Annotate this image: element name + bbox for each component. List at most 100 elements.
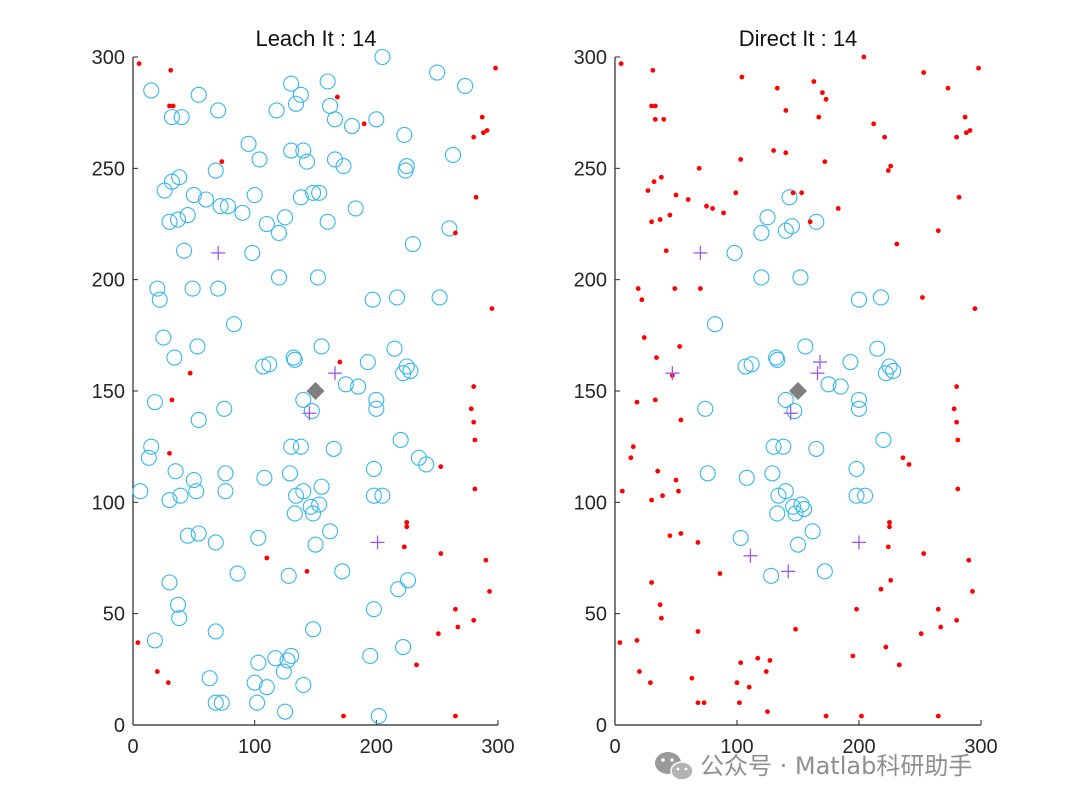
alive-node-point — [167, 463, 184, 480]
alive-node-point — [197, 191, 215, 208]
alive-node-point — [885, 362, 902, 380]
dead-node-point — [678, 531, 684, 536]
alive-node-point — [769, 351, 786, 368]
dead-node-point — [955, 486, 961, 492]
cluster-head-point — [693, 245, 708, 260]
alive-node-point — [303, 402, 320, 420]
alive-node-point — [287, 95, 305, 112]
alive-node-point — [359, 354, 376, 371]
dead-node-point — [945, 85, 951, 91]
dead-node-point — [634, 399, 640, 405]
alive-node-point — [753, 269, 770, 286]
alive-node-point — [737, 358, 754, 375]
dead-node-point — [667, 212, 673, 218]
y-tick-label: 250 — [574, 158, 607, 180]
dead-node-point — [954, 617, 959, 623]
alive-node-point — [785, 498, 802, 515]
alive-node-point — [171, 610, 188, 627]
alive-node-point — [185, 187, 202, 204]
alive-node-point — [404, 235, 421, 253]
alive-node-point — [201, 670, 218, 687]
alive-node-point — [171, 169, 188, 186]
plot-title: Leach It : 14 — [255, 26, 376, 51]
alive-node-point — [777, 483, 794, 500]
base-station-point — [306, 382, 325, 400]
alive-node-point — [173, 109, 190, 126]
cluster-head-point — [211, 245, 226, 260]
dead-node-point — [471, 384, 477, 389]
alive-node-point — [395, 639, 412, 656]
alive-node-point — [210, 102, 227, 119]
dead-node-point — [657, 217, 663, 222]
dead-node-point — [335, 94, 340, 100]
alive-node-point — [763, 567, 780, 584]
dead-node-point — [660, 493, 665, 499]
dead-node-point — [652, 116, 658, 122]
alive-node-point — [255, 358, 272, 375]
alive-node-point — [783, 218, 800, 235]
dead-node-point — [850, 653, 856, 659]
alive-node-point — [295, 391, 312, 408]
alive-node-point — [250, 529, 267, 547]
dead-node-point — [658, 174, 664, 180]
dead-node-point — [493, 65, 498, 71]
dead-node-point — [793, 626, 798, 632]
alive-node-point — [319, 213, 336, 230]
dead-node-point — [799, 190, 805, 196]
x-tick-label: 200 — [360, 736, 393, 758]
alive-node-point — [143, 82, 160, 99]
alive-node-point — [161, 574, 178, 591]
alive-node-point — [850, 391, 868, 408]
dead-node-point — [710, 206, 715, 211]
alive-node-point — [283, 142, 300, 159]
alive-node-point — [738, 469, 755, 486]
dead-node-point — [438, 551, 444, 556]
dead-node-point — [763, 669, 769, 674]
dead-node-point — [854, 606, 859, 612]
plot-area: 0 100 200 300 0 50 100 150 200 250 300 — [574, 47, 998, 758]
alive-node-point — [820, 376, 837, 393]
alive-node-point — [418, 456, 435, 473]
alive-node-point — [229, 565, 246, 582]
x-tick-label: 0 — [127, 736, 138, 758]
dead-node-point — [435, 631, 441, 637]
x-tick-label: 300 — [481, 736, 514, 758]
alive-node-point — [258, 215, 275, 233]
alive-node-point — [732, 529, 749, 547]
alive-node-point — [872, 289, 890, 306]
alive-node-point — [842, 354, 859, 371]
alive-node-point — [305, 184, 322, 201]
cluster-head-point — [743, 548, 758, 563]
alive-node-point — [322, 523, 339, 540]
alive-node-point — [295, 142, 312, 159]
dead-node-point — [835, 206, 841, 211]
dead-node-point — [956, 194, 962, 200]
dead-node-point — [823, 713, 829, 719]
alive-node-point — [364, 291, 381, 308]
cluster-head-point — [665, 366, 680, 381]
alive-node-point — [706, 316, 724, 333]
alive-node-point — [217, 465, 234, 482]
alive-node-point — [285, 349, 302, 366]
alive-node-point — [781, 189, 798, 206]
alive-node-point — [305, 621, 322, 638]
alive-node-point — [169, 596, 187, 613]
dead-node-point — [696, 165, 702, 171]
dead-node-point — [783, 150, 789, 156]
dead-node-point — [906, 462, 912, 467]
alive-node-point — [767, 349, 785, 366]
alive-node-point — [397, 162, 414, 179]
dead-node-point — [695, 629, 701, 634]
alive-node-point — [816, 563, 833, 580]
dead-node-point — [165, 680, 171, 686]
alive-node-point — [869, 340, 886, 357]
alive-node-point — [132, 483, 149, 500]
alive-node-point — [313, 338, 330, 355]
dead-node-point — [822, 159, 828, 165]
alive-node-point — [190, 525, 207, 542]
dead-node-point — [955, 437, 961, 443]
alive-node-point — [368, 111, 385, 128]
alive-node-point — [275, 663, 292, 680]
dead-node-point — [878, 586, 884, 592]
dead-node-point — [883, 644, 889, 650]
